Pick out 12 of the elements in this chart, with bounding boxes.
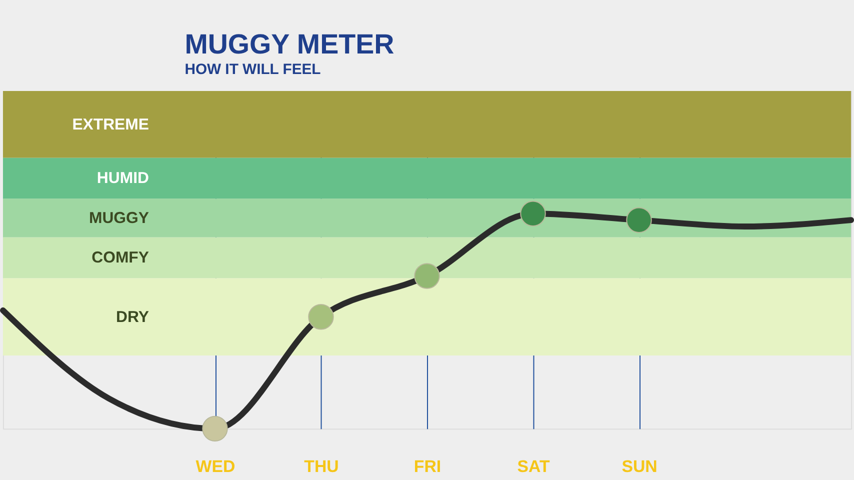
chart-subtitle: HOW IT WILL FEEL: [184, 62, 321, 78]
band-label: DRY: [116, 308, 150, 326]
x-tick-label: THU: [304, 456, 339, 476]
band-label: MUGGY: [88, 210, 150, 227]
band-label: COMFY: [92, 250, 150, 267]
x-tick-label: FRI: [414, 456, 442, 476]
band-label: HUMID: [96, 170, 149, 188]
x-tick-label: WED: [196, 456, 236, 476]
x-tick-label: SUN: [622, 456, 658, 476]
x-tick-label: SAT: [517, 456, 550, 476]
band-label: EXTREME: [72, 116, 149, 134]
chart-title: MUGGY METER: [184, 28, 394, 60]
